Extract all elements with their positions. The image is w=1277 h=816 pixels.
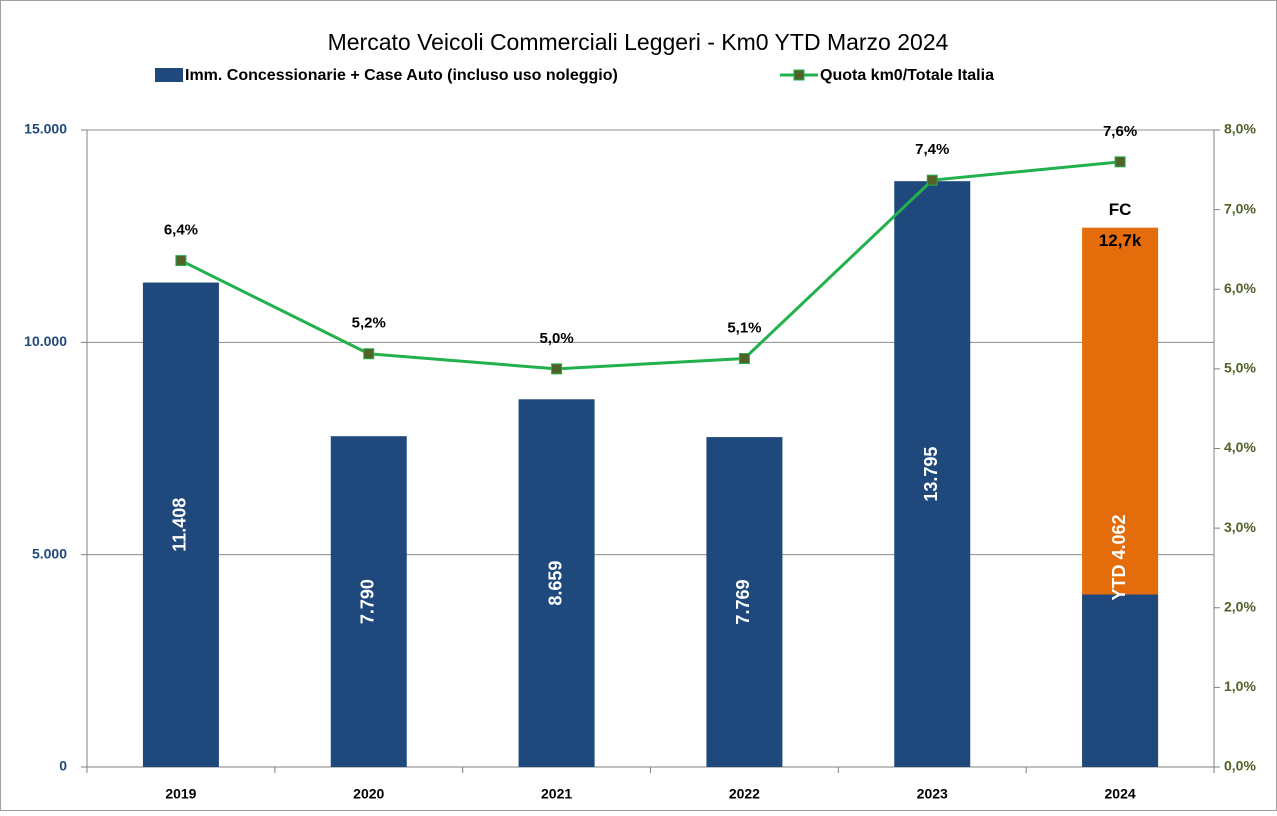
line-value-label: 5,2%: [352, 315, 386, 332]
x-tick-label: 2021: [541, 786, 572, 802]
y2-tick-label: 5,0%: [1224, 360, 1256, 376]
y-tick-label: 15.000: [24, 121, 67, 137]
legend-swatch: [155, 68, 183, 82]
line-marker: [738, 353, 750, 365]
y-tick-label: 5.000: [32, 545, 67, 561]
line-marker: [551, 363, 563, 375]
legend-label: Imm. Concessionarie + Case Auto (incluso…: [185, 67, 618, 84]
x-tick-label: 2020: [353, 786, 384, 802]
x-tick-label: 2019: [165, 786, 196, 802]
annotation: FC: [1109, 200, 1132, 219]
y2-tick-label: 4,0%: [1224, 439, 1256, 455]
bar: [330, 436, 407, 767]
x-tick-label: 2024: [1105, 786, 1136, 802]
bar-value-label: 7.769: [733, 580, 753, 625]
bar: [1082, 594, 1159, 767]
chart-title: Mercato Veicoli Commerciali Leggeri - Km…: [328, 29, 949, 55]
line-marker: [1114, 156, 1126, 168]
y2-tick-label: 1,0%: [1224, 678, 1256, 694]
line-value-label: 7,4%: [915, 141, 949, 158]
y2-tick-label: 8,0%: [1224, 121, 1256, 137]
line-value-label: 6,4%: [164, 222, 198, 239]
y2-tick-label: 6,0%: [1224, 280, 1256, 296]
legend-swatch: [793, 69, 805, 81]
line-marker: [175, 255, 187, 267]
x-tick-label: 2022: [729, 786, 760, 802]
bar-value-label: 8.659: [545, 561, 565, 606]
line-marker: [363, 348, 375, 360]
bar: [706, 437, 783, 767]
line-value-label: 5,1%: [727, 319, 761, 336]
bar-value-label: 13.795: [921, 447, 941, 502]
line-value-label: 7,6%: [1103, 123, 1137, 140]
line-marker: [926, 174, 938, 186]
bar: [518, 399, 595, 767]
y-tick-label: 0: [59, 758, 67, 774]
bar: [894, 181, 971, 767]
bar-value-label: 11.408: [170, 498, 190, 552]
y2-tick-label: 7,0%: [1224, 200, 1256, 216]
legend-label: Quota km0/Totale Italia: [820, 67, 994, 84]
bar-value-label: YTD 4.062: [1109, 514, 1129, 600]
x-tick-label: 2023: [917, 786, 948, 802]
y-tick-label: 10.000: [24, 333, 67, 349]
bar-value-label: 7.790: [358, 579, 378, 624]
y2-tick-label: 2,0%: [1224, 598, 1256, 614]
bar-value-label: 12,7k: [1099, 231, 1142, 250]
line-value-label: 5,0%: [539, 330, 573, 347]
y2-tick-label: 0,0%: [1224, 758, 1256, 774]
bar: [142, 282, 219, 767]
y2-tick-label: 3,0%: [1224, 519, 1256, 535]
line-series: [180, 160, 1121, 371]
